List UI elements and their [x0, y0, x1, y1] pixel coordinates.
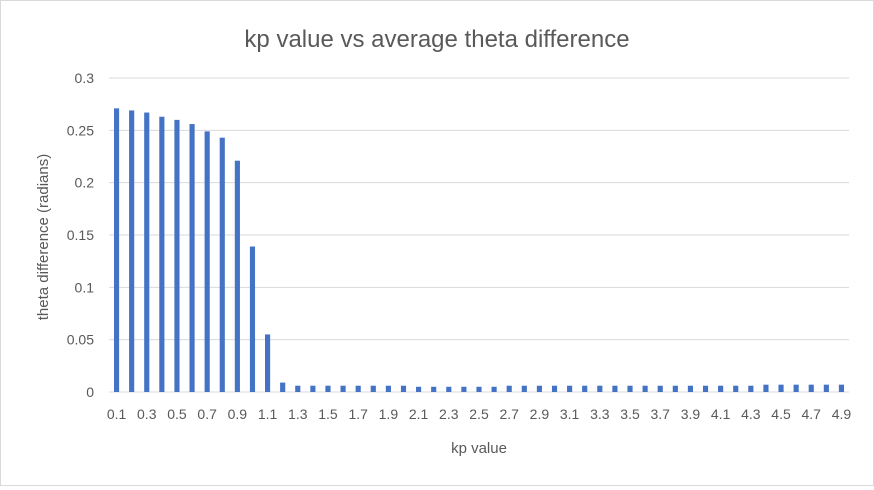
- y-tick-label: 0.15: [67, 227, 94, 243]
- x-tick-label: 4.9: [832, 406, 852, 422]
- x-tick-label: 1.9: [379, 406, 399, 422]
- x-tick-label: 4.3: [741, 406, 761, 422]
- bar: [113, 108, 120, 392]
- bar: [446, 386, 452, 392]
- x-tick-label: 0.7: [197, 406, 217, 422]
- x-tick-label: 0.3: [137, 406, 157, 422]
- bar: [370, 385, 376, 392]
- chart-title: kp value vs average theta difference: [244, 26, 629, 53]
- bar: [808, 384, 814, 392]
- bar: [763, 384, 769, 392]
- x-axis-ticks: 0.1 0.3 0.5 0.7 0.9 1.1 1.3 1.5 1.7 1.9 2.1 2.3 2.5 2…: [107, 406, 852, 422]
- bar: [219, 137, 225, 392]
- y-tick-label: 0.05: [67, 332, 94, 348]
- x-tick-label: 0.5: [167, 406, 187, 422]
- bar: [687, 385, 693, 392]
- bar: [385, 385, 391, 392]
- bar: [144, 112, 150, 392]
- bar: [793, 384, 799, 392]
- y-tick-label: 0.2: [75, 175, 95, 191]
- bar: [129, 110, 135, 393]
- bar: [657, 385, 663, 392]
- x-tick-label: 1.7: [348, 406, 368, 422]
- y-tick-label: 0.25: [67, 122, 94, 138]
- y-tick-label: 0: [86, 384, 94, 400]
- bar: [416, 386, 422, 392]
- x-tick-label: 3.3: [590, 406, 610, 422]
- x-tick-label: 2.9: [530, 406, 550, 422]
- bar: [521, 385, 527, 392]
- bar: [612, 385, 618, 392]
- x-tick-label: 3.7: [650, 406, 670, 422]
- bar: [551, 385, 558, 392]
- x-tick-label: 1.3: [288, 406, 308, 422]
- bar: [582, 385, 588, 392]
- y-axis-label: theta difference (radians): [35, 154, 52, 321]
- x-tick-label: 1.1: [258, 406, 278, 422]
- x-tick-label: 0.1: [107, 406, 127, 422]
- bar: [672, 385, 678, 392]
- x-tick-label: 2.7: [499, 406, 519, 422]
- bar: [174, 119, 180, 392]
- bar: [189, 124, 195, 392]
- x-tick-label: 4.5: [771, 406, 791, 422]
- y-axis-ticks: 0 0.05 0.1 0.15 0.2 0.25 0.3: [67, 70, 94, 400]
- bar: [506, 385, 512, 392]
- bar: [355, 385, 361, 392]
- x-tick-label: 3.1: [560, 406, 580, 422]
- bar-series: [113, 108, 845, 393]
- x-tick-label: 4.1: [711, 406, 731, 422]
- bar: [461, 386, 467, 392]
- bar: [295, 385, 301, 392]
- bar: [280, 382, 286, 392]
- x-tick-label: 3.5: [620, 406, 640, 422]
- bar: [823, 384, 829, 392]
- x-tick-label: 1.5: [318, 406, 338, 422]
- x-tick-label: 3.9: [681, 406, 701, 422]
- bar: [204, 131, 210, 392]
- x-tick-label: 4.7: [802, 406, 822, 422]
- bar: [476, 386, 482, 392]
- bar: [778, 384, 784, 392]
- bar: [838, 384, 845, 392]
- gridlines: [109, 77, 849, 393]
- x-tick-label: 0.9: [228, 406, 248, 422]
- x-tick-label: 2.5: [469, 406, 489, 422]
- y-tick-label: 0.3: [75, 70, 95, 86]
- bar: [325, 385, 331, 392]
- bar: [642, 385, 648, 392]
- bar: [536, 385, 542, 392]
- bar: [733, 385, 739, 392]
- bar: [249, 246, 256, 392]
- x-tick-label: 2.1: [409, 406, 429, 422]
- bar: [491, 386, 497, 392]
- bar: [702, 385, 709, 392]
- x-axis-label: kp value: [451, 440, 507, 457]
- bar: [234, 160, 240, 392]
- x-tick-label: 2.3: [439, 406, 459, 422]
- bar: [567, 385, 573, 392]
- bar: [627, 385, 633, 392]
- bar: [748, 385, 754, 392]
- bar: [340, 385, 346, 392]
- bar: [310, 385, 316, 392]
- bar: [159, 116, 165, 392]
- bar: [400, 385, 407, 392]
- bar: [431, 386, 437, 392]
- bar: [597, 385, 603, 392]
- bar: [265, 334, 271, 392]
- bar: [718, 385, 724, 392]
- y-tick-label: 0.1: [75, 279, 95, 295]
